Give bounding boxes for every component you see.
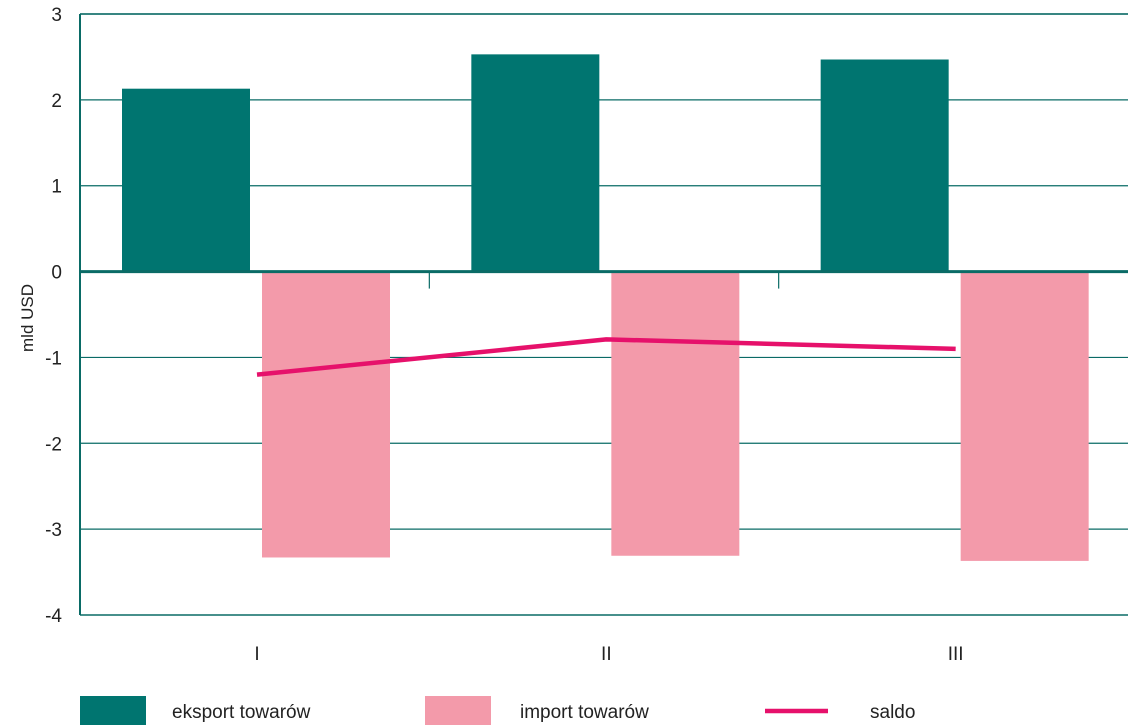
saldo-line-group (256, 337, 956, 377)
y-tick-label: -3 (45, 520, 62, 541)
bars (122, 54, 1089, 561)
y-tick-label: 2 (51, 91, 62, 112)
y-tick-label: -1 (45, 348, 62, 369)
axes (79, 13, 1128, 616)
export-bar (471, 54, 600, 272)
y-tick-label: 1 (51, 177, 62, 198)
import-bar (960, 271, 1089, 561)
legend-label: import towarów (520, 702, 649, 723)
y-tick-label: -4 (45, 606, 62, 627)
legend-swatch (80, 696, 146, 725)
y-tick-labels: 3 2 1 0 -1 -2 -3 -4 (45, 5, 62, 627)
y-tick-label: 0 (51, 263, 62, 284)
y-tick-label: -2 (45, 434, 62, 455)
legend-label: eksport towarów (172, 702, 311, 723)
x-tick-labels: I II III (254, 644, 963, 665)
x-tick-label: II (601, 644, 612, 665)
y-tick-label: 3 (51, 5, 62, 26)
x-tick-label: III (948, 644, 964, 665)
import-bar (262, 271, 390, 558)
import-bar (611, 271, 740, 556)
saldo-line (256, 337, 956, 377)
export-bar (820, 59, 949, 272)
export-bar (122, 88, 250, 272)
legend: eksport towarów import towarów saldo (80, 696, 915, 725)
legend-swatch (425, 696, 491, 725)
x-tick-label: I (254, 644, 259, 665)
y-axis-title: mld USD (18, 284, 37, 352)
legend-label: saldo (870, 702, 915, 723)
